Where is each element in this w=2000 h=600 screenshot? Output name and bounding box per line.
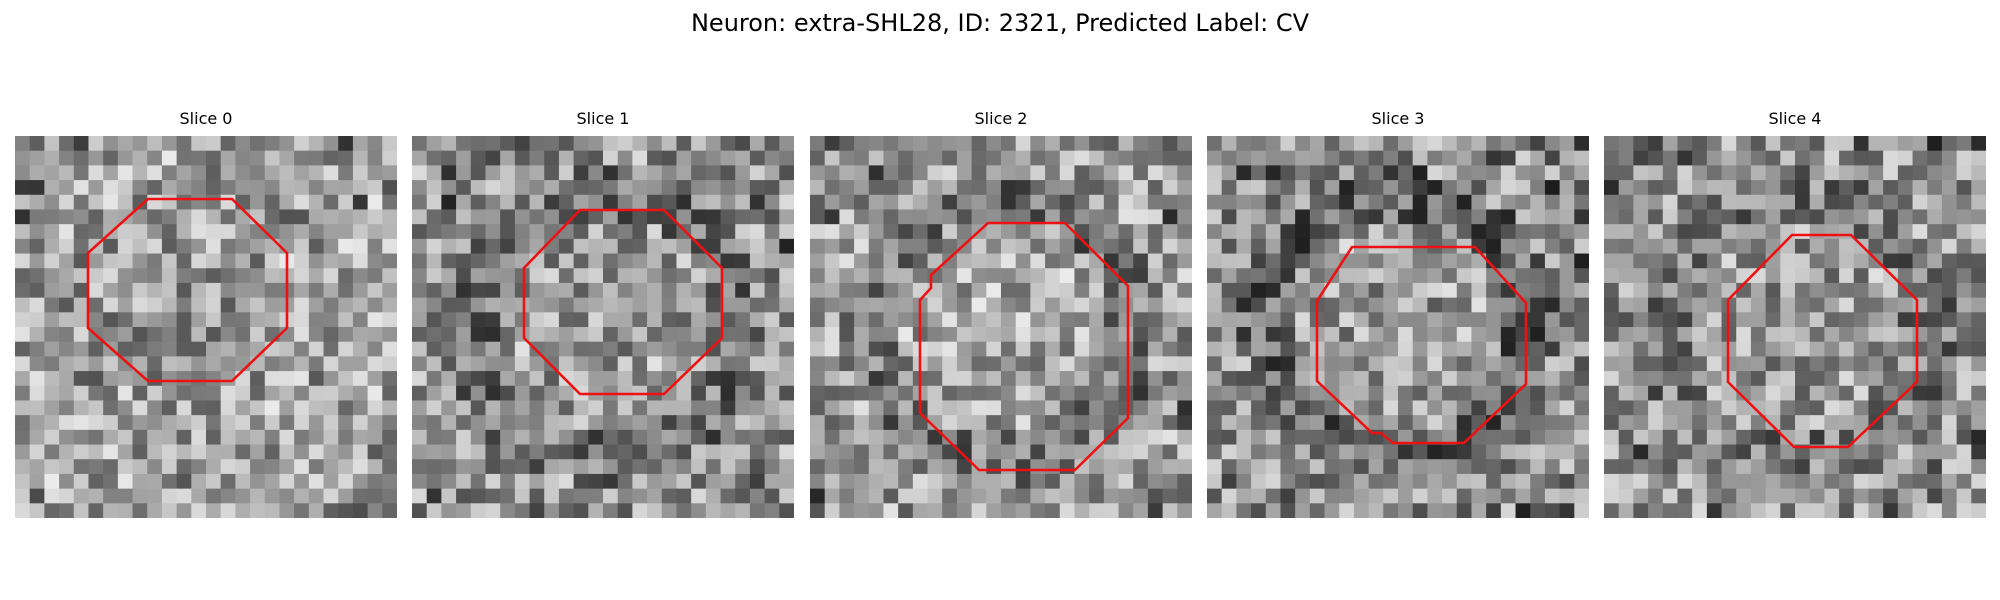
- em-pixel-grid: [1207, 136, 1589, 518]
- slice-panel-1: Slice 1: [412, 108, 794, 518]
- slice-image-0: [15, 136, 397, 518]
- roi-outline: [918, 221, 1130, 472]
- em-pixel-grid: [15, 136, 397, 518]
- em-pixel-grid: [412, 136, 794, 518]
- em-pixel-grid: [810, 136, 1192, 518]
- slice-image-4: [1604, 136, 1986, 518]
- roi-outline: [522, 208, 724, 396]
- slice-title-4: Slice 4: [1768, 109, 1822, 128]
- slice-panel-0: Slice 0: [15, 108, 397, 518]
- slice-panel-2: Slice 2: [810, 108, 1192, 518]
- roi-outline: [1315, 245, 1528, 445]
- roi-outline: [86, 197, 289, 383]
- slice-title-1: Slice 1: [576, 109, 630, 128]
- roi-outline: [1726, 233, 1919, 449]
- slice-image-2: [810, 136, 1192, 518]
- slice-image-3: [1207, 136, 1589, 518]
- slice-title-3: Slice 3: [1371, 109, 1425, 128]
- slice-title-2: Slice 2: [974, 109, 1028, 128]
- slice-image-1: [412, 136, 794, 518]
- slice-panel-4: Slice 4: [1604, 108, 1986, 518]
- slice-title-0: Slice 0: [179, 109, 233, 128]
- figure-title: Neuron: extra-SHL28, ID: 2321, Predicted…: [690, 9, 1310, 37]
- slice-panel-3: Slice 3: [1207, 108, 1589, 518]
- em-pixel-grid: [1604, 136, 1986, 518]
